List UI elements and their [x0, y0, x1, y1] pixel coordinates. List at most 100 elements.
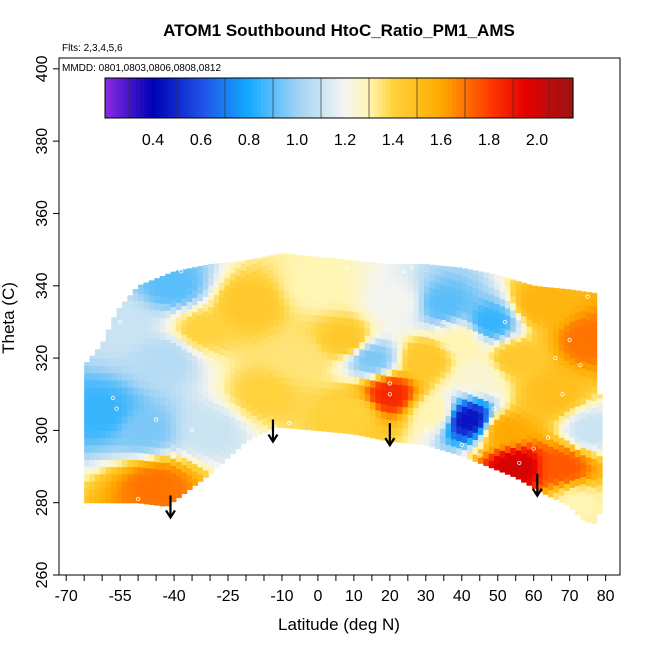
heatmap-cell: [267, 313, 274, 322]
heatmap-cell: [504, 322, 511, 331]
heatmap-cell: [138, 358, 145, 367]
heatmap-cell: [580, 404, 587, 412]
heatmap-cell: [359, 269, 366, 278]
heatmap-cell: [494, 289, 501, 297]
heatmap-cell: [256, 362, 263, 370]
heatmap-cell: [111, 408, 118, 417]
heatmap-cell: [585, 355, 592, 364]
heatmap-cell: [224, 262, 231, 264]
heatmap-cell: [461, 413, 468, 422]
heatmap-cell: [499, 392, 506, 401]
heatmap-cell: [467, 336, 474, 344]
heatmap-cell: [510, 338, 517, 347]
heatmap-cell: [499, 406, 506, 415]
heatmap-cell: [591, 465, 598, 474]
heatmap-cell: [510, 317, 517, 326]
heatmap-cell: [542, 465, 549, 474]
heatmap-cell: [116, 343, 123, 352]
heatmap-cell: [569, 292, 576, 300]
heatmap-cell: [397, 333, 404, 342]
heatmap-cell: [213, 388, 220, 397]
heatmap-cell: [283, 253, 290, 255]
heatmap-cell: [526, 318, 533, 327]
heatmap-cell: [256, 419, 263, 428]
heatmap-cell: [192, 282, 199, 291]
heatmap-cell: [575, 456, 582, 465]
heatmap-cell: [488, 308, 495, 317]
colorbar-segment: [569, 78, 574, 118]
colorbar-tick-label: 1.4: [382, 132, 404, 149]
heatmap-cell: [558, 299, 565, 308]
heatmap-cell: [380, 425, 387, 434]
heatmap-cell: [299, 371, 306, 380]
heatmap-cell: [170, 306, 177, 315]
heatmap-cell: [542, 298, 549, 307]
heatmap-cell: [229, 279, 236, 288]
heatmap-cell: [154, 468, 161, 477]
heatmap-cell: [585, 485, 592, 494]
heatmap-cell: [283, 369, 290, 378]
heatmap-cell: [294, 284, 301, 292]
heatmap-cell: [504, 336, 511, 345]
heatmap-cell: [515, 341, 522, 350]
heatmap-cell: [402, 341, 409, 350]
heatmap-cell: [84, 423, 91, 431]
heatmap-cell: [580, 469, 587, 478]
heatmap-cell: [461, 268, 468, 277]
heatmap-cell: [580, 483, 587, 492]
heatmap-cell: [246, 382, 252, 390]
heatmap-cell: [165, 332, 172, 340]
heatmap-cell: [159, 462, 166, 471]
heatmap-cell: [143, 416, 150, 425]
heatmap-cell: [472, 352, 479, 361]
heatmap-cell: [348, 339, 355, 348]
heatmap-cell: [224, 400, 231, 409]
heatmap-cell: [407, 334, 414, 343]
heatmap-cell: [278, 340, 285, 349]
heatmap-cell: [127, 437, 134, 446]
heatmap-cell: [472, 330, 479, 339]
heatmap-cell: [397, 312, 404, 320]
heatmap-cell: [450, 337, 457, 346]
heatmap-cell: [531, 321, 538, 330]
heatmap-cell: [192, 456, 199, 465]
heatmap-cell: [472, 309, 479, 318]
colorbar-segment: [151, 78, 157, 118]
arrow-marker: [267, 419, 279, 444]
heatmap-cell: [138, 445, 145, 454]
heatmap-cell: [472, 294, 479, 303]
heatmap-cell: [434, 390, 441, 399]
heatmap-cell: [553, 398, 560, 407]
heatmap-cell: [542, 421, 549, 430]
heatmap-cell: [132, 293, 139, 301]
heatmap-cell: [138, 336, 145, 345]
heatmap-cell: [224, 277, 231, 286]
heatmap-cell: [353, 383, 360, 392]
heatmap-cell: [364, 349, 371, 358]
heatmap-cell: [224, 313, 231, 322]
heatmap-cell: [132, 473, 139, 482]
colorbar-segment: [471, 78, 477, 118]
heatmap-cell: [397, 362, 404, 371]
heatmap-cell: [305, 393, 312, 402]
heatmap-cell: [89, 358, 96, 366]
heatmap-cell: [510, 302, 517, 311]
heatmap-cell: [537, 419, 544, 427]
heatmap-cell: [213, 410, 220, 419]
heatmap-cell: [321, 329, 328, 338]
heatmap-cell: [105, 444, 112, 453]
heatmap-cell: [424, 264, 430, 273]
heatmap-cell: [580, 382, 587, 391]
heatmap-cell: [100, 394, 107, 403]
heatmap-cell: [219, 282, 226, 291]
heatmap-cell: [564, 418, 571, 427]
heatmap-cell: [591, 429, 598, 438]
heatmap-cell: [170, 385, 177, 394]
heatmap-cell: [251, 401, 258, 409]
heatmap-cell: [111, 379, 118, 388]
heatmap-cell: [483, 342, 490, 351]
heatmap-cell: [299, 270, 306, 278]
colorbar-segment: [413, 78, 418, 118]
heatmap-cell: [575, 463, 582, 472]
heatmap-cell: [445, 401, 452, 409]
